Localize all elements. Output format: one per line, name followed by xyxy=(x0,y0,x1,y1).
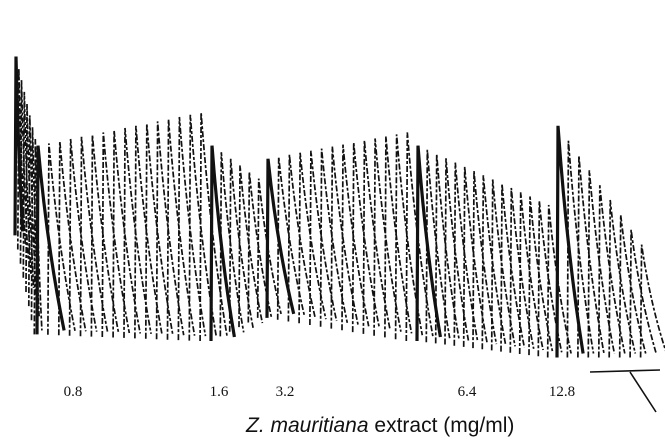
contraction-spike xyxy=(228,158,254,332)
x-axis-label-species: Z. mauritiana xyxy=(246,414,369,437)
dose-label-1-6: 1.6 xyxy=(209,384,229,400)
contraction-spike xyxy=(177,116,207,341)
trace-segment-6-4 xyxy=(415,145,572,358)
contraction-spike xyxy=(528,196,554,356)
contraction-spike xyxy=(16,68,27,250)
contraction-spike xyxy=(22,91,32,278)
trace-tail xyxy=(589,369,661,413)
contraction-spike xyxy=(265,158,296,318)
contraction-trace xyxy=(13,56,665,413)
dose-label-3-2: 3.2 xyxy=(275,384,295,400)
contraction-spike xyxy=(68,138,98,336)
trace-segment-3-2 xyxy=(265,132,434,342)
dose-label-0-8: 0.8 xyxy=(63,384,83,400)
contraction-spike xyxy=(351,142,381,333)
trace-segment-0-8 xyxy=(35,112,229,342)
contraction-spike xyxy=(509,187,535,353)
contraction-spike xyxy=(309,150,338,326)
contraction-spike xyxy=(219,152,245,337)
contraction-spike xyxy=(597,185,626,358)
contraction-spike xyxy=(134,125,163,339)
contraction-spike xyxy=(500,183,526,352)
contraction-spike xyxy=(462,166,488,347)
contraction-spike xyxy=(341,144,370,331)
contraction-spike xyxy=(434,154,460,344)
contraction-spike xyxy=(425,149,451,343)
contraction-spike xyxy=(608,199,637,358)
contraction-spike xyxy=(587,170,616,358)
contraction-spike xyxy=(276,156,306,320)
contraction-spike xyxy=(209,145,236,342)
contraction-spike xyxy=(144,123,174,339)
contraction-spike xyxy=(629,229,658,358)
contraction-spike xyxy=(166,119,196,340)
x-axis-label: Z. mauritiana extract (mg/ml) xyxy=(246,414,514,437)
contraction-spike xyxy=(373,138,402,336)
contraction-spike xyxy=(639,244,665,358)
trace-segment-12-8 xyxy=(555,125,665,358)
dose-label-12-8: 12.8 xyxy=(548,384,576,400)
dose-label-6-4: 6.4 xyxy=(457,384,477,400)
contraction-spike xyxy=(490,179,516,351)
x-axis-label-rest: extract (mg/ml) xyxy=(374,414,515,437)
